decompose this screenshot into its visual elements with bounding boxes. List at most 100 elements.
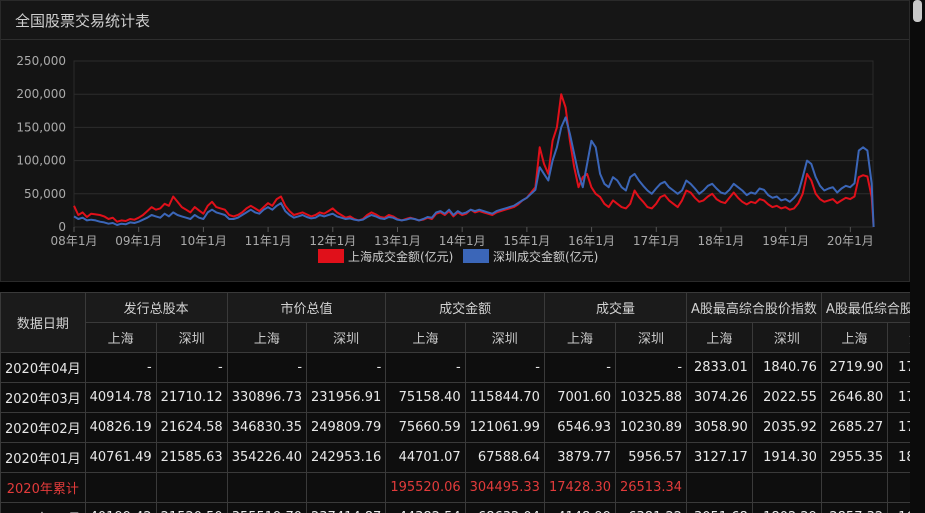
table-cell: - <box>155 352 228 383</box>
header-market-value: 市价总值 <box>226 292 387 323</box>
table-cell: - <box>543 352 616 383</box>
table-row[interactable]: 2019年12月40199.4221520.50355519.70237414.… <box>0 502 910 513</box>
x-tick-label: 13年1月 <box>374 234 421 248</box>
table-cell: - <box>306 352 387 383</box>
table-cell: 346830.35 <box>226 412 308 443</box>
scrollbar-thumb[interactable] <box>913 0 922 22</box>
x-tick-label: 11年1月 <box>245 234 292 248</box>
table-cell: 10230.89 <box>614 412 688 443</box>
x-tick-label: 16年1月 <box>568 234 615 248</box>
sub-header-shanghai: 上海 <box>84 322 157 353</box>
table-cell: 75158.40 <box>385 382 466 413</box>
legend-label-shanghai: 上海成交金额(亿元) <box>348 249 453 264</box>
chart-panel: 全国股票交易统计表 250,000 200,000 150,000 100,000 50… <box>0 0 910 282</box>
line-chart: 250,000 200,000 150,000 100,000 50,000 008年1月… <box>16 54 875 264</box>
table-cell: 40761.49 <box>84 442 157 473</box>
table-cell: 1676.14 <box>887 502 910 513</box>
x-tick-label: 20年1月 <box>827 234 874 248</box>
table-cell <box>887 472 910 503</box>
chart-title: 全国股票交易统计表 <box>15 12 151 30</box>
table-cell: 354226.40 <box>226 442 308 473</box>
row-date: 2020年01月 <box>0 442 86 473</box>
legend-swatch-shanghai <box>318 249 344 263</box>
table-cell: 44701.07 <box>385 442 466 473</box>
table-cell: 21710.12 <box>155 382 228 413</box>
sub-header-shanghai: 上海 <box>226 322 308 353</box>
header-total-shares: 发行总股本 <box>84 292 228 323</box>
table-cell: 2719.90 <box>820 352 889 383</box>
y-tick-label: 50,000 <box>24 187 66 201</box>
sub-header-shanghai: 上海 <box>686 322 753 353</box>
table-row[interactable]: 2020年01月 40761.49 21585.63 354226.40 242953.… <box>0 442 910 473</box>
row-date: 2020年03月 <box>0 382 86 413</box>
table-cell: 21585.63 <box>155 442 228 473</box>
sub-header-shenzhen: 深圳 <box>887 322 910 353</box>
legend-label-shenzhen: 深圳成交金额(亿元) <box>493 249 598 264</box>
legend-swatch-shenzhen <box>463 249 489 263</box>
table-cell: 26513.34 <box>614 472 688 503</box>
table-cell: 3074.26 <box>686 382 753 413</box>
sub-header-shanghai: 上海 <box>820 322 889 353</box>
table-cell: 237414.87 <box>306 502 387 513</box>
table-cell: 2857.32 <box>820 502 889 513</box>
table-cell: 40914.78 <box>84 382 157 413</box>
row-date: 2020年04月 <box>0 352 86 383</box>
table-cell: 2955.35 <box>820 442 889 473</box>
table-cell: 2035.92 <box>751 412 822 443</box>
table-row[interactable]: 2020年累计 195520.06 304495.33 17428.30 26513.3… <box>0 472 910 503</box>
y-tick-label: 150,000 <box>16 120 66 134</box>
x-tick-label: 09年1月 <box>115 234 162 248</box>
table-cell: 330896.73 <box>226 382 308 413</box>
table-cell: 7001.60 <box>543 382 616 413</box>
table-cell: 40826.19 <box>84 412 157 443</box>
table-cell: 6546.93 <box>543 412 616 443</box>
table-cell: 17428.30 <box>543 472 616 503</box>
table-cell: 68632.04 <box>464 502 545 513</box>
table-cell: - <box>464 352 545 383</box>
table-cell <box>751 472 822 503</box>
table-cell: 2646.80 <box>820 382 889 413</box>
table-cell: 1802.29 <box>751 502 822 513</box>
x-tick-label: 08年1月 <box>51 234 98 248</box>
table-cell: 44382.54 <box>385 502 466 513</box>
table-cell: 249809.79 <box>306 412 387 443</box>
row-date: 2019年12月 <box>0 502 86 513</box>
header-date: 数据日期 <box>0 292 86 353</box>
series-line-shenzhen <box>73 116 875 228</box>
table-cell: 242953.16 <box>306 442 387 473</box>
sub-header-shenzhen: 深圳 <box>751 322 822 353</box>
x-tick-label: 19年1月 <box>762 234 809 248</box>
table-cell: 2833.01 <box>686 352 753 383</box>
table-cell: 2022.55 <box>751 382 822 413</box>
table-cell <box>306 472 387 503</box>
table-container: 数据日期 发行总股本 市价总值 成交金额 成交量 A股最高综合股价指数 A股最低… <box>0 292 910 513</box>
table-row[interactable]: 2020年03月 40914.78 21710.12 330896.73 231956.… <box>0 382 910 413</box>
header-a-low-index: A股最低综合股价指数 <box>820 292 910 323</box>
table-cell: 121061.99 <box>464 412 545 443</box>
x-tick-label: 18年1月 <box>698 234 745 248</box>
table-cell: 4148.99 <box>543 502 616 513</box>
sub-header-shenzhen: 深圳 <box>155 322 228 353</box>
row-date: 2020年累计 <box>0 472 86 503</box>
sub-header-shenzhen: 深圳 <box>464 322 545 353</box>
table-row[interactable]: 2020年02月 40826.19 21624.58 346830.35 249809.… <box>0 412 910 443</box>
table-cell: 3051.68 <box>686 502 753 513</box>
sub-header-shanghai: 上海 <box>543 322 616 353</box>
table-cell: 6381.22 <box>614 502 688 513</box>
stats-table: 数据日期 发行总股本 市价总值 成交金额 成交量 A股最高综合股价指数 A股最低… <box>0 292 910 513</box>
table-cell: 21520.50 <box>155 502 228 513</box>
x-tick-label: 10年1月 <box>180 234 227 248</box>
table-cell: 21624.58 <box>155 412 228 443</box>
row-date: 2020年02月 <box>0 412 86 443</box>
table-cell: 1914.30 <box>751 442 822 473</box>
table-cell: 1839.25 <box>887 442 910 473</box>
table-cell: - <box>84 352 157 383</box>
header-turnover: 成交金额 <box>385 292 545 323</box>
table-row[interactable]: 2020年04月--------2833.011840.762719.90176… <box>0 352 910 383</box>
y-tick-label: 100,000 <box>16 154 66 168</box>
table-cell: - <box>385 352 466 383</box>
sub-header-shanghai: 上海 <box>385 322 466 353</box>
table-cell: 195520.06 <box>385 472 466 503</box>
scrollbar-track[interactable] <box>910 0 925 513</box>
table-cell: 231956.91 <box>306 382 387 413</box>
